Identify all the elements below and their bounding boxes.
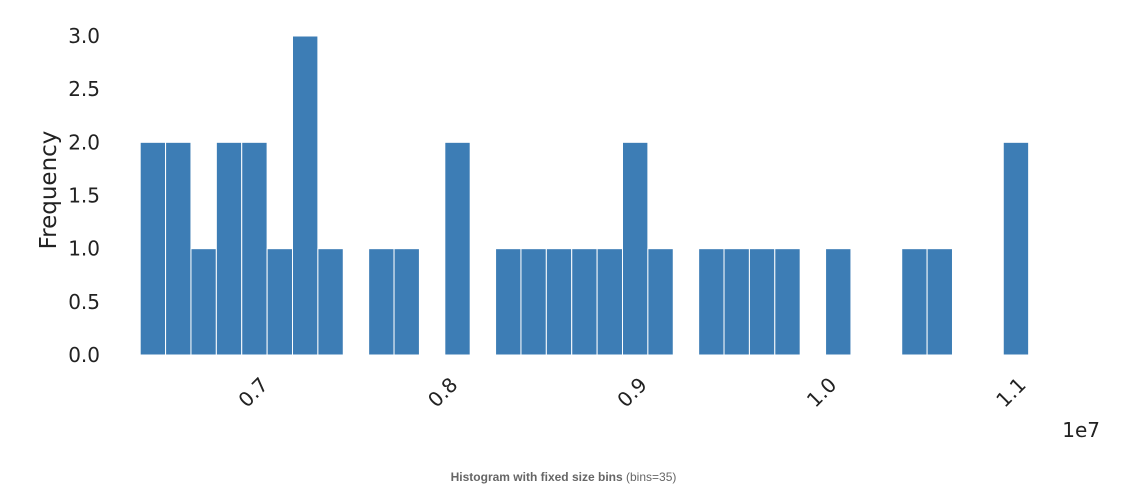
y-tick-label: 1.5 — [68, 184, 100, 208]
histogram-bar — [393, 248, 420, 356]
x-tick-label: 0.8 — [423, 373, 462, 412]
histogram-bar — [698, 248, 725, 356]
x-tick-label: 1.0 — [802, 373, 841, 412]
caption-detail: (bins=35) — [626, 470, 677, 484]
y-tick-label: 2.0 — [68, 130, 100, 154]
y-tick-labels: 0.0 0.5 1.0 1.5 2.0 2.5 3.0 — [68, 24, 100, 367]
histogram-bar — [292, 35, 319, 356]
chart-caption: Histogram with fixed size bins (bins=35) — [0, 470, 1127, 484]
histogram-bar — [774, 248, 801, 356]
x-tick-label: 0.7 — [234, 373, 273, 412]
histogram-bar — [444, 141, 471, 356]
histogram-bar — [723, 248, 750, 356]
histogram-bar — [1002, 141, 1030, 356]
histogram-chart: 0.0 0.5 1.0 1.5 2.0 2.5 3.0 0.7 0.8 0.9 1.0 1.1 Fr… — [36, 24, 1100, 442]
x-tick-label: 1.1 — [991, 373, 1030, 412]
caption-title: Histogram with fixed size bins — [450, 470, 623, 484]
histogram-bar — [748, 248, 776, 356]
histogram-bar — [571, 248, 598, 356]
histogram-bar — [165, 141, 192, 356]
bar-group — [139, 35, 1030, 356]
histogram-bar — [139, 141, 167, 356]
histogram-bar — [266, 248, 293, 356]
y-tick-label: 0.0 — [68, 343, 100, 367]
y-axis-label: Frequency — [36, 131, 62, 250]
histogram-bar — [495, 248, 522, 356]
y-tick-label: 0.5 — [68, 290, 100, 314]
histogram-bar — [596, 248, 623, 356]
histogram-bar — [545, 248, 573, 356]
histogram-bar — [215, 141, 243, 356]
x-tick-label: 0.9 — [612, 373, 651, 412]
x-axis-offset-label: 1e7 — [1062, 418, 1100, 442]
histogram-bar — [520, 248, 547, 356]
histogram-bar — [926, 248, 953, 356]
histogram-bar — [647, 248, 674, 356]
y-tick-label: 2.5 — [68, 77, 100, 101]
histogram-bar — [317, 248, 344, 356]
y-tick-label: 3.0 — [68, 24, 100, 48]
x-tick-labels: 0.7 0.8 0.9 1.0 1.1 — [234, 373, 1031, 412]
histogram-bar — [241, 141, 268, 356]
y-tick-label: 1.0 — [68, 237, 100, 261]
histogram-bar — [825, 248, 852, 356]
histogram-bar — [368, 248, 395, 356]
histogram-bar — [622, 141, 649, 356]
histogram-bar — [901, 248, 928, 356]
histogram-bar — [190, 248, 217, 356]
